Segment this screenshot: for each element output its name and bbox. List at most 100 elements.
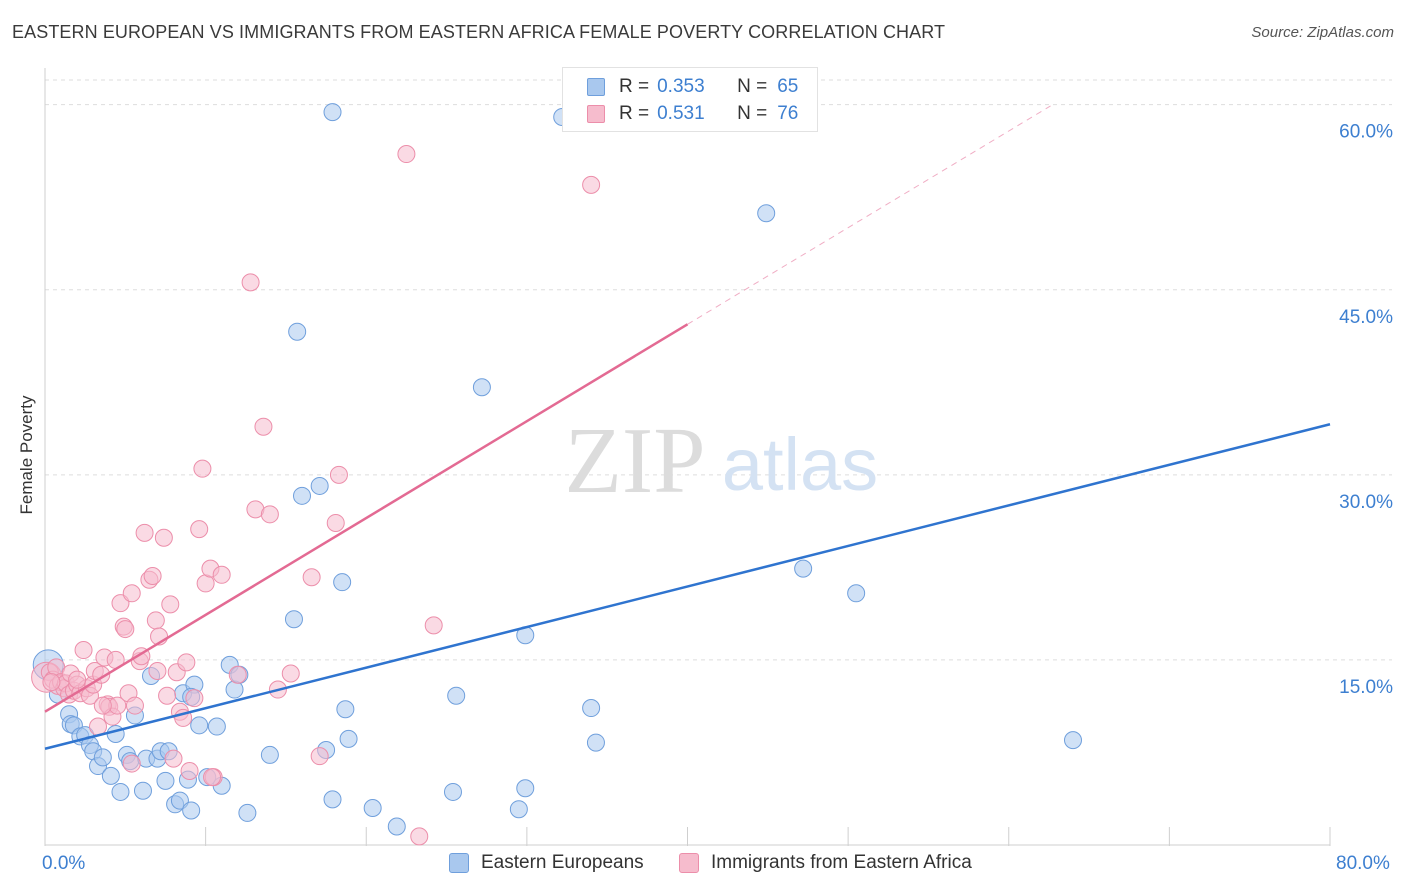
series-label: Immigrants from Eastern Africa: [711, 852, 972, 873]
y-tick-label: 45.0%: [1339, 307, 1393, 328]
point-immigrant-eastern-africa[interactable]: [93, 696, 112, 715]
legend-n-label: N =: [737, 76, 768, 97]
point-immigrant-eastern-africa[interactable]: [177, 653, 196, 672]
point-eastern-european[interactable]: [363, 798, 382, 817]
point-immigrant-eastern-africa[interactable]: [125, 696, 144, 715]
point-immigrant-eastern-africa[interactable]: [68, 670, 87, 689]
source-prefix: Source:: [1251, 24, 1308, 41]
point-immigrant-eastern-africa[interactable]: [185, 689, 204, 708]
point-eastern-european[interactable]: [101, 766, 120, 785]
point-immigrant-eastern-africa[interactable]: [122, 754, 141, 773]
point-eastern-european[interactable]: [260, 745, 279, 764]
point-immigrant-eastern-africa[interactable]: [74, 641, 93, 660]
series-legend-immigrants-eastern-africa[interactable]: Immigrants from Eastern Africa: [679, 852, 972, 874]
point-immigrant-eastern-africa[interactable]: [410, 827, 429, 846]
point-eastern-european[interactable]: [323, 103, 342, 122]
point-immigrant-eastern-africa[interactable]: [424, 616, 443, 635]
y-tick-label: 60.0%: [1339, 122, 1393, 143]
source-link[interactable]: ZipAtlas.com: [1307, 24, 1394, 41]
point-immigrant-eastern-africa[interactable]: [154, 528, 173, 547]
point-eastern-european[interactable]: [336, 700, 355, 719]
point-eastern-european[interactable]: [238, 803, 257, 822]
point-eastern-european[interactable]: [310, 476, 329, 495]
series-label: Eastern Europeans: [481, 852, 644, 873]
series-swatch-pink: [679, 853, 699, 873]
point-immigrant-eastern-africa[interactable]: [161, 595, 180, 614]
point-immigrant-eastern-africa[interactable]: [158, 686, 177, 705]
point-eastern-european[interactable]: [288, 322, 307, 341]
point-immigrant-eastern-africa[interactable]: [135, 523, 154, 542]
point-eastern-european[interactable]: [509, 800, 528, 819]
point-immigrant-eastern-africa[interactable]: [190, 520, 209, 539]
point-eastern-european[interactable]: [106, 724, 125, 743]
point-immigrant-eastern-africa[interactable]: [143, 567, 162, 586]
series-legend-eastern-europeans[interactable]: Eastern Europeans: [449, 852, 644, 874]
legend-n-value: 76: [777, 103, 799, 124]
point-eastern-european[interactable]: [847, 584, 866, 603]
y-tick-labels: 15.0% 30.0% 45.0% 60.0%: [1339, 122, 1393, 698]
watermark: ZIP atlas: [565, 409, 879, 513]
point-immigrant-eastern-africa[interactable]: [164, 749, 183, 768]
point-immigrant-eastern-africa[interactable]: [326, 513, 345, 532]
series-legend: Eastern Europeans Immigrants from Easter…: [0, 852, 1406, 878]
legend-row-eastern-europeans: R = 0.353 N = 65: [587, 75, 798, 99]
point-immigrant-eastern-africa[interactable]: [260, 505, 279, 524]
point-eastern-european[interactable]: [516, 779, 535, 798]
trend-lines: [44, 105, 1331, 750]
point-eastern-european[interactable]: [182, 801, 201, 820]
point-immigrant-eastern-africa[interactable]: [228, 665, 247, 684]
point-immigrant-eastern-africa[interactable]: [180, 761, 199, 780]
point-eastern-european[interactable]: [443, 782, 462, 801]
point-immigrant-eastern-africa[interactable]: [302, 568, 321, 587]
point-immigrant-eastern-africa[interactable]: [116, 620, 135, 639]
point-immigrant-eastern-africa[interactable]: [193, 459, 212, 478]
point-immigrant-eastern-africa[interactable]: [212, 565, 231, 584]
point-immigrant-eastern-africa[interactable]: [329, 465, 348, 484]
point-eastern-european[interactable]: [472, 378, 491, 397]
point-eastern-european[interactable]: [794, 559, 813, 578]
point-immigrant-eastern-africa[interactable]: [146, 611, 165, 630]
point-eastern-european[interactable]: [207, 717, 226, 736]
point-eastern-european[interactable]: [156, 771, 175, 790]
axes: [44, 68, 1331, 846]
point-eastern-european[interactable]: [387, 817, 406, 836]
legend-r-label: R =: [619, 76, 650, 97]
point-eastern-european[interactable]: [757, 204, 776, 223]
point-immigrant-eastern-africa[interactable]: [241, 273, 260, 292]
point-immigrant-eastern-africa[interactable]: [397, 145, 416, 164]
point-immigrant-eastern-africa[interactable]: [122, 584, 141, 603]
point-eastern-european[interactable]: [1064, 731, 1082, 750]
point-immigrant-eastern-africa[interactable]: [310, 747, 329, 766]
point-eastern-european[interactable]: [284, 610, 303, 629]
point-eastern-european[interactable]: [339, 729, 358, 748]
point-immigrant-eastern-africa[interactable]: [254, 417, 273, 436]
trend-line-extension: [687, 105, 1051, 325]
watermark-atlas: atlas: [722, 423, 878, 506]
legend-n-label: N =: [737, 103, 768, 124]
stats-legend: R = 0.353 N = 65 R = 0.531 N = 76: [562, 67, 818, 132]
point-eastern-european[interactable]: [293, 486, 311, 505]
point-immigrant-eastern-africa[interactable]: [203, 768, 222, 787]
point-eastern-european[interactable]: [586, 733, 605, 752]
y-tick-label: 15.0%: [1339, 677, 1393, 698]
point-immigrant-eastern-africa[interactable]: [582, 175, 601, 194]
point-eastern-european[interactable]: [190, 716, 209, 735]
point-immigrant-eastern-africa[interactable]: [42, 673, 61, 692]
legend-n-value: 65: [777, 76, 799, 97]
series-swatch-blue: [449, 853, 469, 873]
point-eastern-european[interactable]: [133, 781, 152, 800]
source-credit: Source: ZipAtlas.com: [1251, 24, 1394, 41]
point-eastern-european[interactable]: [323, 790, 342, 809]
point-immigrant-eastern-africa[interactable]: [89, 717, 108, 736]
point-immigrant-eastern-africa[interactable]: [281, 664, 300, 683]
point-eastern-european[interactable]: [93, 748, 112, 767]
point-eastern-european[interactable]: [447, 686, 466, 705]
point-eastern-european[interactable]: [111, 782, 130, 801]
legend-r-value: 0.531: [657, 103, 705, 124]
gridlines: [45, 79, 1392, 661]
point-eastern-european[interactable]: [582, 699, 601, 718]
point-eastern-european[interactable]: [333, 573, 352, 592]
trend-line-immigrants-eastern-africa: [44, 323, 689, 713]
point-immigrant-eastern-africa[interactable]: [148, 662, 167, 681]
legend-swatch-blue: [587, 78, 605, 96]
